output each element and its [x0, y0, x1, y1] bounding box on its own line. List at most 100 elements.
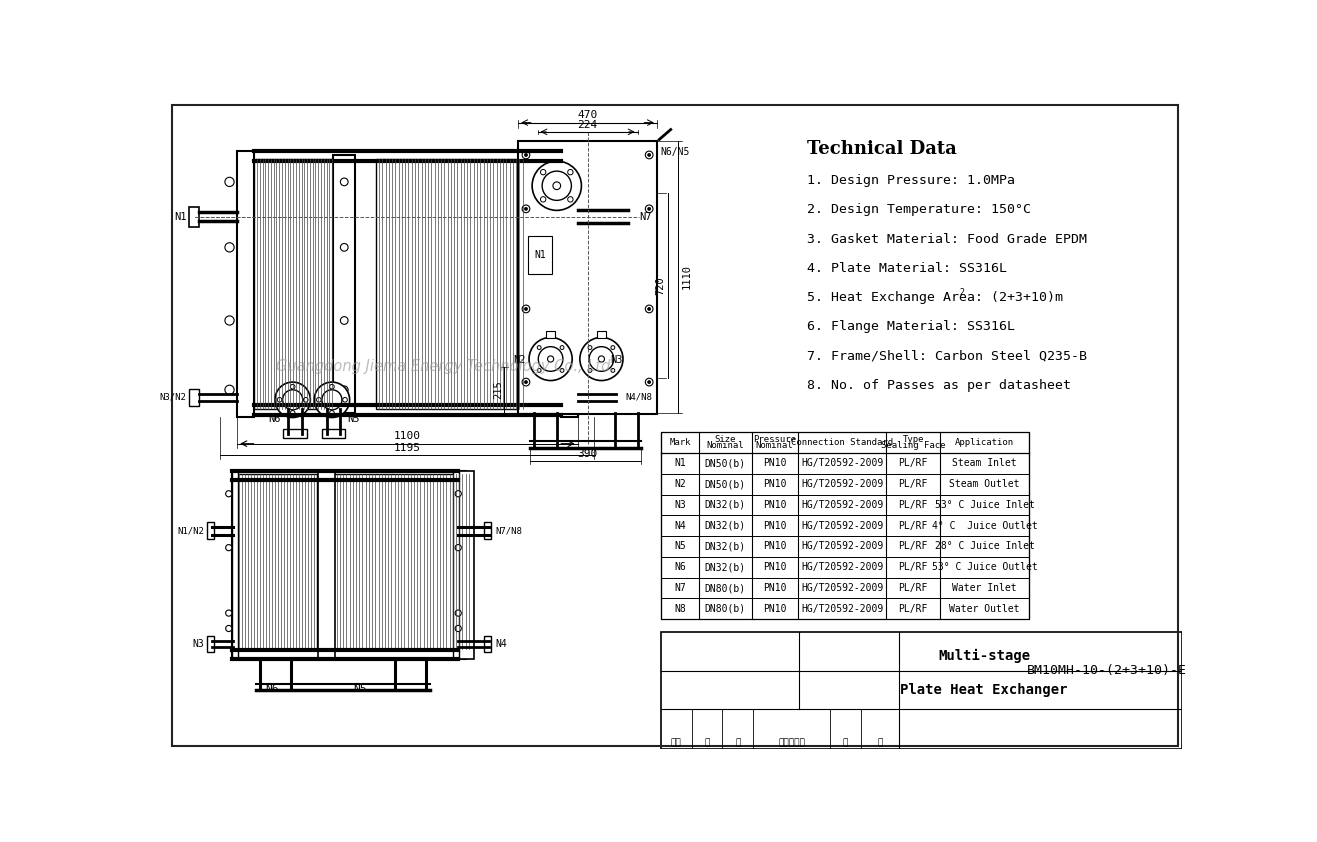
Text: 1110: 1110	[681, 264, 691, 290]
Text: N6: N6	[674, 562, 686, 573]
Bar	[333, 475, 471, 649]
Circle shape	[342, 397, 348, 402]
Bar	[622, 205, 635, 229]
Text: Pressure: Pressure	[753, 435, 797, 445]
Text: Application: Application	[955, 438, 1014, 447]
Circle shape	[278, 397, 282, 402]
Text: N1: N1	[533, 250, 545, 260]
Circle shape	[225, 316, 234, 325]
Circle shape	[225, 626, 232, 632]
Text: PN10: PN10	[763, 562, 786, 573]
Text: Nominal: Nominal	[707, 440, 744, 450]
Circle shape	[537, 345, 541, 349]
Circle shape	[456, 491, 461, 497]
Circle shape	[568, 169, 573, 175]
Circle shape	[340, 317, 348, 324]
Bar	[457, 471, 474, 659]
Text: PN10: PN10	[763, 520, 786, 530]
Circle shape	[560, 345, 564, 349]
Text: HG/T20592-2009: HG/T20592-2009	[801, 583, 884, 593]
Text: 1. Design Pressure: 1.0MPa: 1. Design Pressure: 1.0MPa	[807, 174, 1015, 187]
Text: Sealing Face: Sealing Face	[881, 440, 946, 450]
Circle shape	[648, 207, 651, 210]
Text: 28° C Juice Inlet: 28° C Juice Inlet	[935, 541, 1034, 552]
Circle shape	[529, 338, 572, 381]
Bar	[453, 471, 460, 659]
Circle shape	[568, 197, 573, 202]
Text: N4: N4	[674, 520, 686, 530]
Circle shape	[533, 317, 540, 324]
Bar	[485, 522, 491, 539]
Text: 215: 215	[493, 381, 503, 399]
Circle shape	[611, 369, 615, 372]
Text: PN10: PN10	[763, 604, 786, 614]
Text: PN10: PN10	[763, 541, 786, 552]
Text: 2: 2	[960, 288, 965, 297]
Circle shape	[225, 491, 232, 497]
Text: 1195: 1195	[394, 443, 421, 453]
Circle shape	[648, 153, 651, 157]
Bar	[525, 155, 548, 413]
Circle shape	[275, 382, 311, 418]
Circle shape	[581, 178, 590, 187]
Text: N6: N6	[269, 414, 281, 424]
Text: 数: 数	[735, 738, 740, 748]
Circle shape	[533, 386, 540, 394]
Text: 6. Flange Material: SS316L: 6. Flange Material: SS316L	[807, 321, 1015, 333]
Text: DN32(b): DN32(b)	[705, 541, 745, 552]
Circle shape	[540, 169, 545, 175]
Circle shape	[539, 347, 562, 371]
Text: N2: N2	[674, 479, 686, 489]
Text: PL/RF: PL/RF	[898, 583, 928, 593]
Text: N1/N2: N1/N2	[178, 526, 204, 536]
Circle shape	[225, 545, 232, 551]
Text: PL/RF: PL/RF	[898, 500, 928, 510]
Circle shape	[589, 345, 591, 349]
Text: 4° C  Juice Outlet: 4° C Juice Outlet	[931, 520, 1038, 530]
Bar	[190, 389, 199, 406]
Circle shape	[524, 381, 528, 384]
Circle shape	[290, 411, 295, 415]
Circle shape	[524, 153, 528, 157]
Text: Type: Type	[902, 435, 925, 445]
Circle shape	[283, 390, 303, 410]
Text: N5: N5	[348, 414, 360, 424]
Text: N5: N5	[354, 685, 367, 695]
Text: DN32(b): DN32(b)	[705, 500, 745, 510]
Text: 53° C Juice Outlet: 53° C Juice Outlet	[931, 562, 1038, 573]
Text: 3. Gasket Material: Food Grade EPDM: 3. Gasket Material: Food Grade EPDM	[807, 232, 1087, 246]
Text: N3: N3	[674, 500, 686, 510]
Text: 签: 签	[843, 738, 848, 748]
Text: 1100: 1100	[394, 431, 421, 441]
Text: HG/T20592-2009: HG/T20592-2009	[801, 604, 884, 614]
Text: PN10: PN10	[763, 500, 786, 510]
Text: N7/N8: N7/N8	[495, 526, 522, 536]
Text: HG/T20592-2009: HG/T20592-2009	[801, 520, 884, 530]
Text: PL/RF: PL/RF	[898, 562, 928, 573]
Text: N5: N5	[674, 541, 686, 552]
Circle shape	[532, 161, 581, 210]
Text: BM10MH-10-(2+3+10)-E: BM10MH-10-(2+3+10)-E	[1027, 664, 1188, 677]
Text: N3: N3	[192, 639, 204, 649]
Circle shape	[645, 378, 653, 386]
Circle shape	[537, 369, 541, 372]
Bar	[254, 159, 335, 409]
Text: 390: 390	[577, 449, 598, 459]
Text: Technical Data: Technical Data	[807, 140, 956, 157]
Text: PL/RF: PL/RF	[898, 604, 928, 614]
Circle shape	[581, 242, 590, 252]
Text: HG/T20592-2009: HG/T20592-2009	[801, 479, 884, 489]
Text: 处: 处	[705, 738, 710, 748]
Circle shape	[522, 305, 529, 312]
Text: Size: Size	[715, 435, 736, 445]
Text: HG/T20592-2009: HG/T20592-2009	[801, 562, 884, 573]
Bar	[237, 151, 254, 417]
Text: 720: 720	[656, 276, 665, 296]
Circle shape	[533, 178, 540, 186]
Text: 8. No. of Passes as per datasheet: 8. No. of Passes as per datasheet	[807, 379, 1071, 392]
Bar	[611, 389, 620, 406]
Bar	[519, 141, 657, 414]
Circle shape	[303, 397, 308, 402]
Circle shape	[548, 356, 553, 362]
Text: N8: N8	[674, 604, 686, 614]
